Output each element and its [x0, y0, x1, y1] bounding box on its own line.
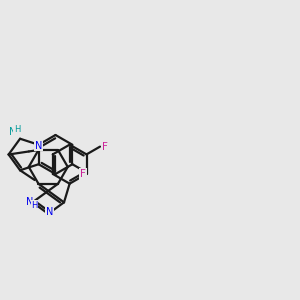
- Text: N: N: [9, 127, 16, 137]
- Text: N: N: [46, 207, 53, 217]
- Text: N: N: [26, 197, 33, 207]
- Text: H: H: [14, 125, 20, 134]
- Text: N: N: [35, 140, 42, 151]
- Text: H: H: [31, 201, 38, 210]
- Text: F: F: [80, 169, 86, 179]
- Text: F: F: [102, 142, 108, 152]
